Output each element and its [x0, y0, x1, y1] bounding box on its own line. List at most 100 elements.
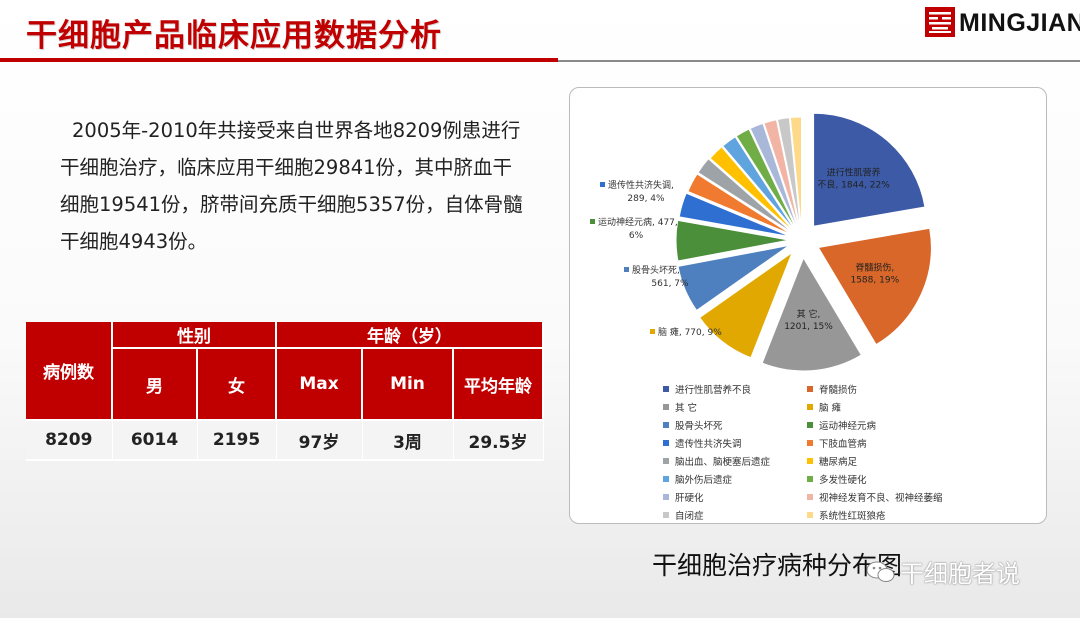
pie-data-label: 289, 4% [627, 194, 665, 204]
intro-paragraph: 2005年-2010年共接受来自世界各地8209例患进行干细胞治疗，临床应用干细… [60, 112, 530, 260]
stats-table: 病例数 性别 年龄（岁） 男 女 Max Min 平均年龄 8209 6014 … [26, 322, 544, 461]
label-swatch [600, 182, 605, 187]
pie-legend: 进行性肌营养不良 脊髓损伤其 它 脑 瘫股骨头坏死 运动神经元病遗传性共济失调 下肢血管… [663, 381, 1023, 523]
pie-slice [709, 146, 796, 234]
male-header: 男 [112, 348, 198, 421]
pie-slice [813, 112, 926, 227]
legend-swatch [807, 458, 813, 464]
pie-slice [817, 227, 932, 346]
legend-swatch [807, 512, 813, 518]
legend-label: 股骨头坏死 [675, 421, 723, 432]
wechat-icon [866, 561, 895, 582]
female-header: 女 [197, 348, 277, 421]
legend-swatch [663, 494, 669, 500]
legend-label: 肝硬化 [675, 493, 704, 504]
legend-swatch [663, 404, 669, 410]
legend-label: 糖尿病足 [819, 457, 858, 468]
pie-slice [677, 244, 790, 312]
pie-slice [687, 173, 793, 236]
legend-item: 脊髓损伤 [807, 381, 1007, 397]
legend-label: 脑外伤后遗症 [675, 475, 733, 486]
legend-item: 系统性红斑狼疮 [807, 507, 1007, 523]
legend-item: 视神经发育不良、视神经萎缩 [807, 489, 1007, 505]
header-rule-gray [558, 60, 1080, 62]
legend-swatch [807, 476, 813, 482]
legend-label: 进行性肌营养不良 [675, 385, 752, 396]
pie-slice [789, 116, 803, 231]
legend-label: 脑 瘫 [819, 403, 842, 414]
legend-label: 运动神经元病 [819, 421, 877, 432]
legend-swatch [807, 494, 813, 500]
legend-swatch [807, 404, 813, 410]
legend-label: 多发性硬化 [819, 475, 867, 486]
age-group-header: 年龄（岁） [276, 322, 544, 349]
legend-item: 脑 瘫 [807, 399, 1007, 415]
legend-item: 进行性肌营养不良 [663, 381, 807, 397]
legend-label: 遗传性共济失调 [675, 439, 742, 450]
legend-swatch [663, 422, 669, 428]
legend-label: 自闭症 [675, 511, 704, 522]
legend-item: 脑出血、脑梗塞后遗症 [663, 453, 807, 469]
legend-item: 脑外伤后遗症 [663, 471, 807, 487]
legend-label: 视神经发育不良、视神经萎缩 [819, 493, 943, 504]
cases-header: 病例数 [26, 322, 113, 421]
pie-slice [735, 128, 798, 232]
pie-data-label: 561, 7% [651, 279, 689, 289]
legend-item: 糖尿病足 [807, 453, 1007, 469]
watermark-text: 干细胞者说 [900, 560, 1020, 588]
brand-logo: MINGJIAN [925, 5, 1080, 39]
label-swatch [624, 267, 629, 272]
pie-data-label: 1201, 15% [784, 322, 833, 332]
gender-group-header: 性别 [112, 322, 277, 349]
pie-slice [761, 256, 862, 372]
pie-slice [749, 122, 799, 231]
legend-swatch [807, 422, 813, 428]
avg-age-header: 平均年龄 [453, 348, 544, 421]
legend-item: 下肢血管病 [807, 435, 1007, 451]
legend-swatch [663, 476, 669, 482]
header-rule-red [0, 58, 558, 62]
legend-label: 脑出血、脑梗塞后遗症 [675, 457, 771, 468]
legend-label: 系统性红斑狼疮 [819, 511, 886, 522]
legend-item: 股骨头坏死 [663, 417, 807, 433]
label-swatch [590, 219, 595, 224]
min-header: Min [362, 348, 454, 421]
brand-name: MINGJIAN [959, 9, 1080, 37]
female-value: 2195 [197, 420, 277, 461]
watermark: 干细胞者说 [866, 554, 1020, 589]
avg-age-value: 29.5岁 [453, 420, 544, 461]
legend-swatch [663, 386, 669, 392]
pie-data-label: 脑 瘫, 770, 9% [658, 326, 722, 338]
legend-swatch [807, 440, 813, 446]
pie-data-label: 股骨头坏死, [632, 264, 680, 276]
pie-data-label: 其 它, [797, 308, 821, 320]
legend-swatch [663, 440, 669, 446]
pie-chart: 进行性肌营养不良, 1844, 22% 脊髓损伤, 1588, 19% 其 它, 120… [590, 112, 932, 372]
pie-data-label: 6% [629, 231, 644, 241]
legend-swatch [663, 512, 669, 518]
pie-data-label: 不良, 1844, 22% [817, 179, 890, 191]
max-value: 97岁 [276, 420, 363, 461]
page-title: 干细胞产品临床应用数据分析 [26, 18, 442, 54]
legend-item: 其 它 [663, 399, 807, 415]
legend-item: 肝硬化 [663, 489, 807, 505]
pie-data-label: 进行性肌营养 [827, 167, 881, 179]
legend-label: 下肢血管病 [819, 439, 867, 450]
pie-slice [776, 117, 801, 231]
pie-data-label: 1588, 19% [850, 275, 899, 285]
chart-caption: 干细胞治疗病种分布图 [652, 551, 903, 580]
legend-label: 其 它 [675, 403, 698, 414]
legend-item: 自闭症 [663, 507, 807, 523]
pie-data-label: 脊髓损伤, [855, 261, 894, 273]
pie-slice [697, 158, 794, 234]
legend-item: 运动神经元病 [807, 417, 1007, 433]
pie-slice [722, 136, 797, 233]
min-value: 3周 [362, 420, 454, 461]
legend-item: 多发性硬化 [807, 471, 1007, 487]
legend-swatch [663, 458, 669, 464]
pie-slice [678, 192, 791, 238]
pie-slice [698, 251, 794, 359]
intro-text: 2005年-2010年共接受来自世界各地8209例患进行干细胞治疗，临床应用干细… [60, 119, 523, 253]
pie-data-label: 运动神经元病, 477, [598, 216, 678, 228]
pie-chart-panel: 进行性肌营养 不良, 1844, 22% 脊髓损伤, 1588, 19% 其 它, 120… [569, 87, 1047, 524]
